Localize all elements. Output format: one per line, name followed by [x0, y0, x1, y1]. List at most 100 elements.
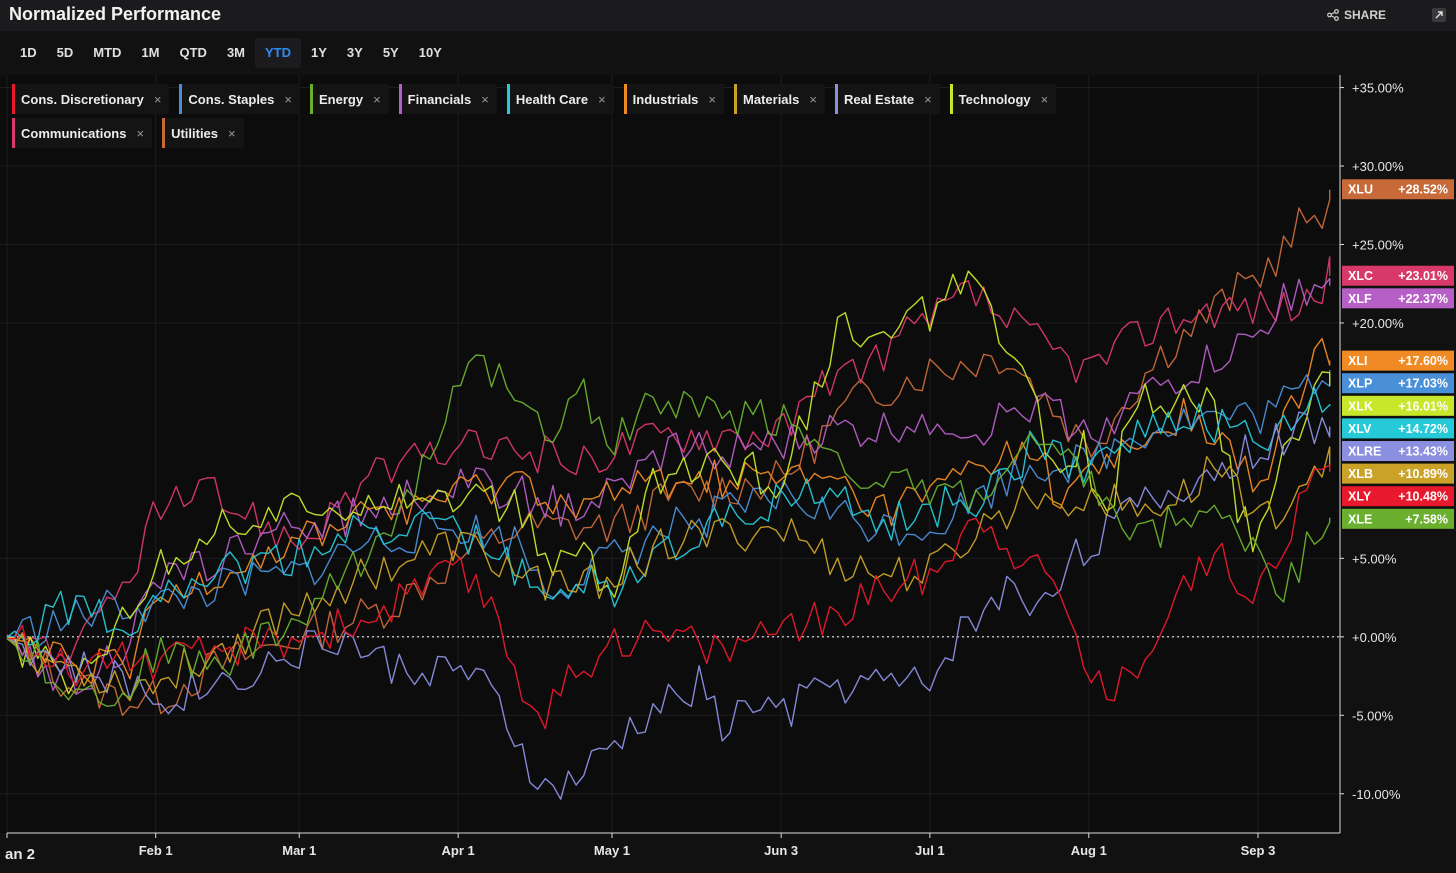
- legend-chip-cons-discretionary[interactable]: Cons. Discretionary ×: [12, 84, 170, 114]
- end-badge-ticker: XLC: [1348, 269, 1373, 283]
- end-badge-value: +7.58%: [1405, 512, 1448, 526]
- end-badge-value: +13.43%: [1398, 445, 1448, 459]
- y-tick-label: +5.00%: [1352, 551, 1397, 566]
- legend-label: Cons. Discretionary: [21, 91, 144, 107]
- remove-series-icon[interactable]: ×: [708, 91, 717, 107]
- x-tick-label: Feb 1: [139, 843, 173, 858]
- end-badge-bg: [1342, 265, 1454, 286]
- remove-series-icon[interactable]: ×: [228, 125, 236, 141]
- time-range-selector: 1D 5D MTD 1M QTD 3M YTD 1Y 3Y 5Y 10Y: [10, 38, 452, 70]
- x-tick-label: an 2: [5, 846, 35, 863]
- range-button-1m[interactable]: 1M: [141, 45, 160, 60]
- end-badge-ticker: XLF: [1348, 292, 1372, 306]
- share-button[interactable]: SHARE: [1327, 8, 1386, 22]
- range-button-5d[interactable]: 5D: [56, 45, 74, 60]
- series-line-xlu: [6, 189, 1331, 717]
- range-button-10y[interactable]: 10Y: [418, 45, 442, 60]
- x-tick-label: Sep 3: [1241, 843, 1276, 858]
- series-line-xlre: [6, 411, 1331, 800]
- legend-chip-real-estate[interactable]: Real Estate ×: [834, 84, 940, 114]
- x-tick-label: Mar 1: [282, 843, 316, 858]
- end-badge-value: +14.72%: [1398, 422, 1448, 436]
- range-button-1d[interactable]: 1D: [20, 45, 37, 60]
- end-badge-value: +16.01%: [1398, 399, 1448, 413]
- end-badge-ticker: XLE: [1348, 512, 1372, 526]
- series-line-xlk: [6, 270, 1331, 695]
- end-badge-xlu: XLU +28.52%: [1342, 179, 1454, 200]
- range-button-5y[interactable]: 5Y: [382, 45, 399, 60]
- x-tick-label: Jun 3: [764, 843, 798, 858]
- end-badge-ticker: XLI: [1348, 354, 1367, 368]
- remove-series-icon[interactable]: ×: [809, 91, 817, 107]
- legend-chip-utilities[interactable]: Utilities ×: [162, 118, 244, 148]
- share-icon: [1327, 9, 1339, 21]
- end-badge-xlre: XLRE +13.43%: [1342, 441, 1454, 462]
- legend-chip-technology[interactable]: Technology ×: [949, 84, 1057, 114]
- end-badge-bg: [1342, 288, 1454, 309]
- legend-chip-communications[interactable]: Communications ×: [12, 118, 153, 148]
- end-badge-xli: XLI +17.60%: [1342, 350, 1454, 371]
- x-tick-label: Aug 1: [1071, 843, 1107, 858]
- legend-label: Financials: [407, 91, 472, 107]
- end-badge-xlc: XLC +23.01%: [1342, 265, 1454, 286]
- y-tick-label: -5.00%: [1352, 708, 1394, 723]
- y-tick-label: +30.00%: [1352, 159, 1404, 174]
- y-tick-label: +0.00%: [1352, 630, 1397, 645]
- end-badge-bg: [1342, 373, 1454, 394]
- y-tick-label: +25.00%: [1352, 237, 1404, 252]
- end-badge-bg: [1342, 508, 1454, 529]
- end-badge-xly: XLY +10.48%: [1342, 486, 1454, 507]
- legend-label: Materials: [743, 91, 800, 107]
- remove-series-icon[interactable]: ×: [1040, 91, 1049, 107]
- end-badge-value: +28.52%: [1398, 183, 1448, 197]
- expand-button[interactable]: [1432, 8, 1446, 22]
- plot-area: [0, 75, 1340, 833]
- y-tick-label: +35.00%: [1352, 81, 1404, 96]
- range-button-1y[interactable]: 1Y: [311, 45, 327, 60]
- legend-chip-industrials[interactable]: Industrials ×: [623, 84, 725, 114]
- legend-chip-financials[interactable]: Financials ×: [398, 84, 497, 114]
- end-badge-value: +17.03%: [1398, 377, 1448, 391]
- legend: Cons. Discretionary × Cons. Staples × Energy…: [12, 84, 1132, 148]
- remove-series-icon[interactable]: ×: [373, 91, 381, 107]
- end-badge-ticker: XLP: [1348, 377, 1372, 391]
- range-button-3m[interactable]: 3M: [226, 45, 245, 60]
- legend-label: Health Care: [515, 91, 589, 107]
- end-badge-value: +22.37%: [1398, 292, 1448, 306]
- end-badge-bg: [1342, 486, 1454, 507]
- share-label: SHARE: [1343, 8, 1386, 22]
- end-badge-bg: [1342, 418, 1454, 439]
- remove-series-icon[interactable]: ×: [153, 91, 162, 107]
- page-title: Normalized Performance: [9, 4, 222, 24]
- y-tick-label: +20.00%: [1352, 316, 1404, 331]
- expand-icon: [1435, 11, 1443, 19]
- end-badge-ticker: XLV: [1348, 422, 1372, 436]
- remove-series-icon[interactable]: ×: [924, 91, 932, 107]
- legend-chip-health-care[interactable]: Health Care ×: [506, 84, 614, 114]
- header-bar: Normalized Performance SHARE: [0, 0, 1456, 31]
- end-badge-ticker: XLK: [1348, 399, 1373, 413]
- remove-series-icon[interactable]: ×: [284, 91, 292, 107]
- remove-series-icon[interactable]: ×: [598, 91, 606, 107]
- end-badge-bg: [1342, 179, 1454, 200]
- end-badge-xle: XLE +7.58%: [1342, 508, 1454, 529]
- legend-chip-energy[interactable]: Energy ×: [309, 84, 389, 114]
- legend-chip-cons-staples[interactable]: Cons. Staples ×: [179, 84, 300, 114]
- legend-label: Industrials: [632, 91, 699, 107]
- range-button-qtd[interactable]: QTD: [179, 45, 207, 60]
- remove-series-icon[interactable]: ×: [481, 91, 489, 107]
- end-badge-value: +17.60%: [1398, 354, 1448, 368]
- end-badge-ticker: XLY: [1348, 490, 1372, 504]
- end-badge-bg: [1342, 395, 1454, 416]
- end-badge-value: +10.48%: [1398, 490, 1448, 504]
- range-button-3y[interactable]: 3Y: [346, 45, 363, 60]
- range-button-mtd[interactable]: MTD: [93, 45, 122, 60]
- range-button-ytd[interactable]: YTD: [255, 38, 301, 68]
- end-badge-ticker: XLB: [1348, 467, 1373, 481]
- remove-series-icon[interactable]: ×: [136, 125, 145, 141]
- legend-label: Technology: [958, 91, 1031, 107]
- legend-chip-materials[interactable]: Materials ×: [734, 84, 825, 114]
- legend-label: Cons. Staples: [188, 91, 275, 107]
- series-line-xli: [6, 337, 1331, 685]
